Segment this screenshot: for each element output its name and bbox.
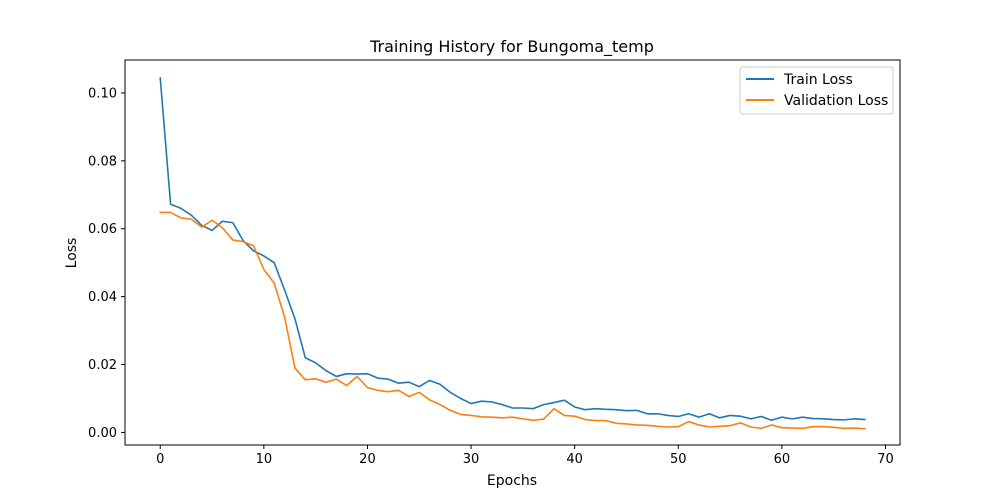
y-axis-ticks: 0.00 0.02 0.04 0.06 0.08 0.10: [88, 86, 125, 441]
series-line-train-loss: [159, 77, 866, 422]
legend-box: [739, 66, 894, 115]
x-tick-label: 20: [359, 452, 376, 467]
series-lines: [159, 77, 866, 430]
x-tick-label: 40: [566, 452, 583, 467]
axes-frame: [124, 59, 901, 446]
y-tick-label: 0.08: [88, 154, 117, 169]
legend: Train Loss Validation Loss: [739, 66, 894, 115]
x-axis-label: Epochs: [487, 473, 537, 489]
y-tick-label: 0.00: [88, 426, 117, 441]
x-tick-label: 60: [774, 452, 791, 467]
x-tick-label: 70: [877, 452, 894, 467]
x-axis-ticks: 0 10 20 30 40 50 60 70: [156, 445, 894, 467]
y-axis-label: Loss: [64, 238, 80, 269]
y-tick-label: 0.10: [88, 86, 117, 101]
series-line-validation-loss: [159, 211, 866, 430]
x-tick-label: 0: [156, 452, 164, 467]
plot-area: [124, 59, 901, 446]
legend-label-validation-loss: Validation Loss: [784, 93, 888, 109]
x-tick-label: 30: [463, 452, 480, 467]
y-tick-label: 0.04: [88, 290, 117, 305]
y-tick-label: 0.02: [88, 358, 117, 373]
legend-label-train-loss: Train Loss: [783, 72, 853, 88]
y-tick-label: 0.06: [88, 222, 117, 237]
x-tick-label: 50: [670, 452, 687, 467]
chart-title: Training History for Bungoma_temp: [369, 37, 654, 57]
x-tick-label: 10: [256, 452, 273, 467]
